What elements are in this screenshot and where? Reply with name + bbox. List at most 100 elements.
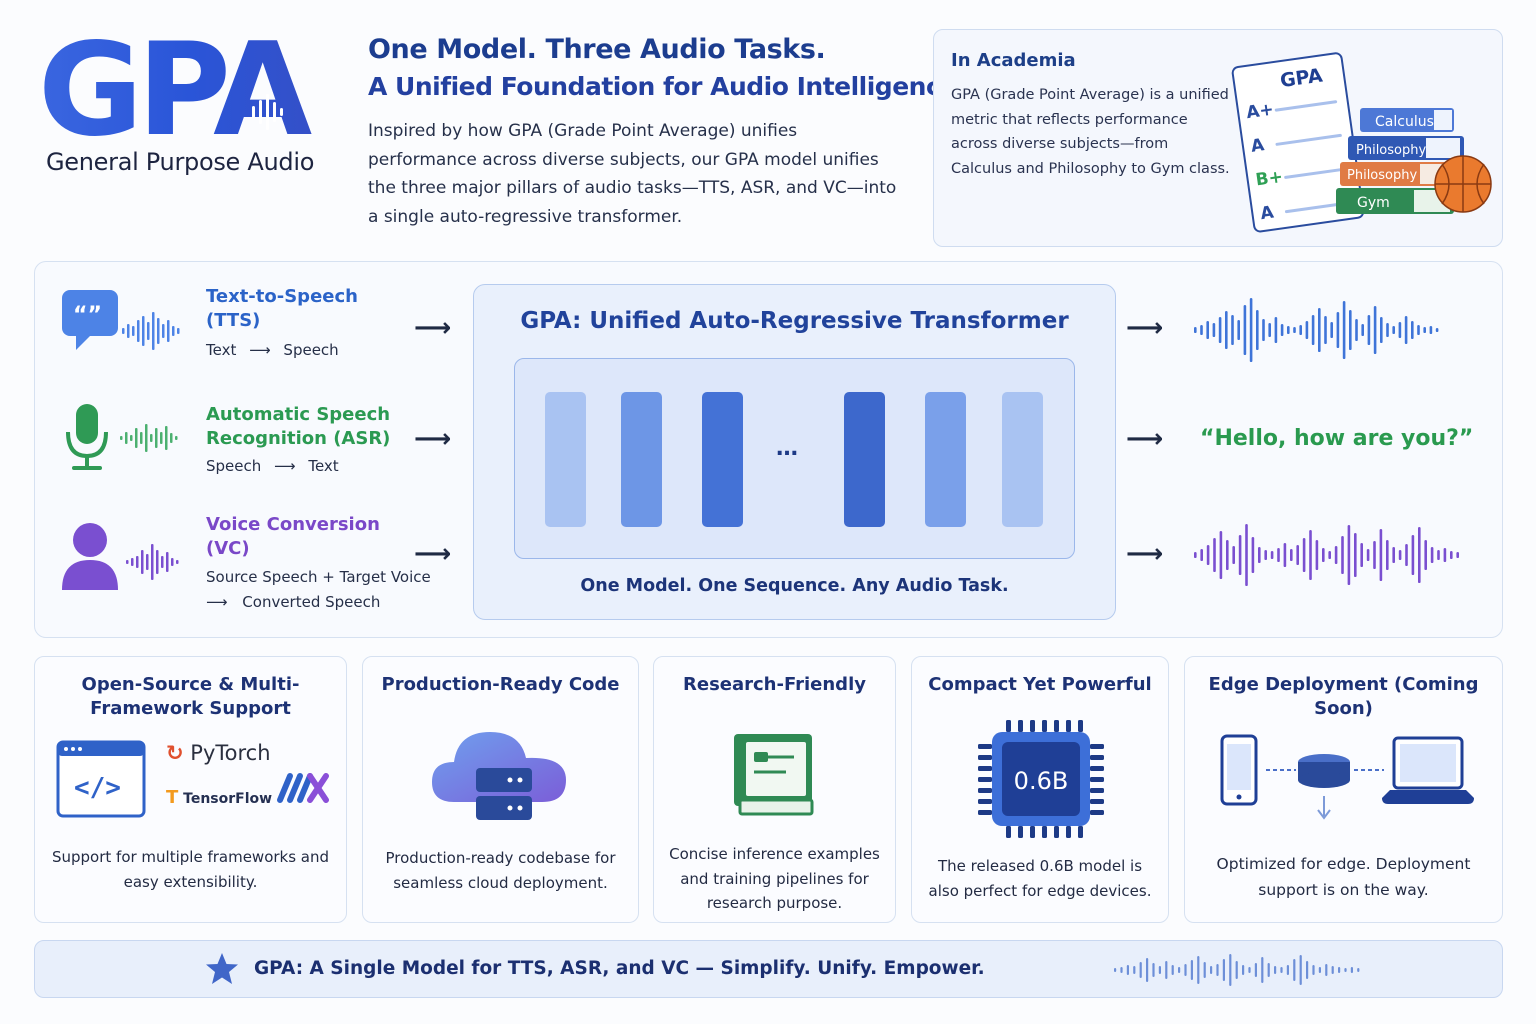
chip-pin — [978, 744, 992, 749]
vc-wave-icon — [126, 544, 179, 580]
wave-bar — [1178, 967, 1181, 973]
wave-bar — [1262, 319, 1265, 341]
chip-pin — [1054, 826, 1059, 838]
tts-output-arrow-icon: ⟶ — [1126, 313, 1164, 343]
chip-pin — [978, 799, 992, 804]
asr-input-arrow-icon: ⟶ — [414, 424, 452, 454]
wave-bar — [1280, 967, 1283, 973]
chip-pin — [1090, 744, 1104, 749]
chip-pin — [1042, 826, 1047, 838]
chip-pin — [1030, 720, 1035, 732]
asr-wave-icon — [120, 424, 178, 452]
feature-title-research: Research-Friendly — [683, 674, 866, 695]
report-card-icon: GPA A+ A B+ A — [1231, 52, 1365, 233]
asr-illustration — [66, 404, 178, 470]
chip-pin — [1018, 826, 1023, 838]
wave-bar — [1315, 540, 1319, 570]
wave-bar — [1235, 961, 1238, 979]
wave-bar — [1231, 315, 1234, 345]
transformer-layer — [702, 392, 743, 527]
wave-bar — [1277, 548, 1280, 562]
microphone-icon — [66, 404, 108, 470]
wave-bar — [1355, 319, 1358, 341]
chip-pin — [1006, 720, 1011, 732]
tts-input-arrow-icon: ⟶ — [414, 313, 452, 343]
pytorch-label: PyTorch — [190, 741, 271, 765]
headline-secondary: A Unified Foundation for Audio Intellige… — [368, 72, 966, 101]
wave-bar — [1429, 326, 1433, 334]
vc-io-arrow: ⟶ — [206, 593, 228, 611]
wave-bar — [1299, 325, 1302, 335]
chip-pin — [1090, 777, 1104, 782]
tts-output-wave-icon — [1194, 298, 1439, 362]
feature-title-edge: Edge Deployment (Coming Soon) — [1208, 674, 1479, 719]
speech-bubble-icon: “” — [62, 290, 118, 350]
wave-bar — [1379, 529, 1383, 581]
cloud-server-icon — [432, 732, 566, 820]
tensorflow-logo: T TensorFlow — [166, 787, 272, 808]
vc-input-arrow-icon: ⟶ — [414, 539, 452, 569]
chip-pin — [978, 766, 992, 771]
wave-bar — [1126, 965, 1129, 975]
transformer-title: GPA: Unified Auto-Regressive Transformer — [520, 308, 1069, 334]
wave-bar — [1450, 551, 1453, 559]
wave-bar — [1286, 965, 1289, 975]
wave-bar — [1256, 310, 1259, 350]
pytorch-logo: ↻ PyTorch — [166, 741, 271, 765]
wave-bar — [1312, 965, 1315, 975]
wave-bar — [1258, 547, 1261, 563]
wave-bar — [1261, 957, 1264, 983]
jax-logo-icon — [277, 773, 329, 803]
chip-pin — [1030, 826, 1035, 838]
chip-pin — [978, 788, 992, 793]
wave-bar — [1120, 967, 1123, 973]
transformer-layer — [621, 392, 662, 527]
task-title-tts: Text-to-Speech (TTS) — [206, 286, 358, 331]
svg-text:</>: </> — [74, 773, 121, 803]
wave-bar — [1311, 315, 1315, 345]
chip-pin — [1054, 720, 1059, 732]
chip-label: 0.6B — [1014, 767, 1069, 795]
wave-bar — [1225, 311, 1228, 349]
wave-bar — [1318, 967, 1321, 973]
notebook-icon — [734, 734, 814, 816]
footer-tagline: GPA: A Single Model for TTS, ASR, and VC… — [254, 958, 985, 979]
wave-bar — [1203, 962, 1206, 978]
wave-bar — [1404, 316, 1408, 344]
chip-pin — [978, 810, 992, 815]
wave-bar — [1139, 962, 1142, 978]
wave-bar — [1290, 549, 1293, 561]
wave-bar — [1229, 954, 1232, 986]
academia-title: In Academia — [951, 50, 1076, 71]
wave-bar — [1347, 525, 1351, 585]
chip-pin — [1090, 755, 1104, 760]
vc-output: Converted Speech — [242, 593, 381, 611]
wave-bar — [1341, 536, 1344, 574]
footer-wave-icon — [1114, 954, 1360, 986]
wave-bar — [1283, 543, 1287, 567]
wave-bar — [1328, 551, 1331, 559]
wave-bar — [1336, 312, 1340, 348]
wave-bar — [1237, 320, 1240, 340]
book-philosophy-1: Philosophy — [1356, 143, 1426, 158]
wave-bar — [1411, 321, 1414, 339]
grade-2: A — [1250, 135, 1267, 157]
transformer-layers — [514, 358, 1075, 559]
wave-bar — [1367, 315, 1371, 345]
chip-pin — [978, 777, 992, 782]
footer-banner — [34, 940, 1503, 998]
task-title-vc: Voice Conversion (VC) — [206, 514, 380, 559]
wave-bar — [1287, 326, 1290, 334]
grade-4: A — [1259, 202, 1276, 224]
tts-output: Speech — [283, 341, 339, 359]
grade-1: A+ — [1245, 100, 1275, 124]
wave-bar — [1190, 960, 1193, 980]
wave-bar — [1443, 548, 1447, 562]
chip-icon: 0.6B — [978, 720, 1104, 838]
wave-bar — [1424, 540, 1427, 570]
chip-pin — [1090, 788, 1104, 793]
wave-bar — [1232, 546, 1235, 564]
vc-output-wave-icon — [1194, 524, 1459, 586]
tensorflow-label: TensorFlow — [183, 791, 273, 807]
chip-pin — [978, 755, 992, 760]
